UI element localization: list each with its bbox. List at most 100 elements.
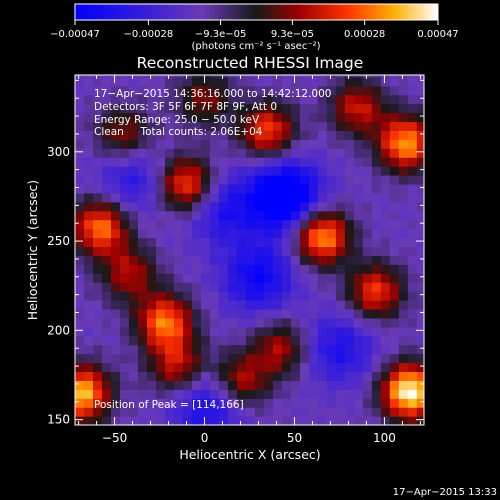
x-tick-label: 0 [201, 431, 209, 445]
heatmap-cell [182, 273, 193, 283]
heatmap-cell [209, 183, 220, 194]
heatmap-cell [263, 264, 274, 274]
heatmap-cell [236, 308, 247, 319]
heatmap-cell [110, 75, 121, 78]
heatmap-cell [200, 166, 211, 176]
heatmap-cell [290, 300, 301, 310]
heatmap-cell [407, 175, 418, 185]
heatmap-cell [398, 255, 409, 265]
heatmap-cell [155, 353, 166, 364]
heatmap-cell [209, 139, 220, 149]
heatmap-cell [353, 246, 364, 256]
heatmap-cell [83, 246, 94, 256]
heatmap-cell [353, 166, 364, 176]
heatmap-cell [83, 353, 94, 364]
heatmap-cell [119, 273, 130, 283]
heatmap-cell [380, 76, 391, 87]
heatmap-cell [236, 103, 247, 114]
heatmap-cell [200, 157, 211, 167]
heatmap-cell [236, 76, 247, 87]
heatmap-cell [83, 76, 94, 87]
heatmap-cell [389, 308, 400, 319]
heatmap-cell [227, 148, 238, 158]
heatmap-cell [218, 148, 229, 158]
heatmap-cell [254, 166, 265, 176]
heatmap-cell [75, 103, 85, 114]
heatmap-cell [308, 291, 319, 301]
heatmap-cell [110, 121, 121, 131]
heatmap-cell [137, 308, 148, 319]
heatmap-cell [218, 76, 229, 87]
heatmap-cell [254, 76, 265, 87]
heatmap-cell [362, 228, 373, 239]
heatmap-cell [245, 85, 256, 96]
heatmap-cell [227, 219, 238, 230]
heatmap-cell [83, 335, 94, 346]
heatmap-cell [371, 371, 382, 381]
heatmap-cell [335, 308, 346, 319]
heatmap-cell [191, 300, 202, 310]
heatmap-cell [101, 121, 112, 131]
heatmap-cell [389, 192, 400, 203]
heatmap-cell [119, 282, 130, 292]
heatmap-cell [362, 76, 373, 87]
heatmap-cell [407, 76, 418, 87]
heatmap-cell [335, 94, 346, 105]
heatmap-cell [75, 416, 85, 425]
heatmap-cell [236, 353, 247, 364]
heatmap-cell [191, 416, 202, 425]
heatmap-cell [245, 416, 256, 425]
heatmap-cell [83, 291, 94, 301]
heatmap-cell [254, 148, 265, 158]
heatmap-cell [173, 192, 184, 203]
heatmap-cell [335, 228, 346, 239]
heatmap-cell [227, 121, 238, 131]
heatmap-cell [416, 389, 424, 399]
heatmap-cell [182, 175, 193, 185]
heatmap-cell [362, 371, 373, 381]
heatmap-cell [155, 362, 166, 373]
heatmap-cell [92, 210, 103, 221]
heatmap-cell [416, 317, 424, 328]
heatmap-cell [200, 362, 211, 373]
heatmap-cell [416, 335, 424, 346]
heatmap-cell [182, 112, 193, 123]
heatmap-cell [218, 416, 229, 425]
heatmap-cell [344, 85, 355, 96]
heatmap-cell [308, 246, 319, 256]
heatmap-cell [83, 192, 94, 203]
heatmap-cell [389, 282, 400, 292]
heatmap-cell [92, 76, 103, 87]
heatmap-cell [83, 362, 94, 373]
heatmap-cell [290, 380, 301, 390]
heatmap-cell [389, 228, 400, 239]
heatmap-cell [281, 380, 292, 390]
heatmap-cell [110, 85, 121, 96]
heatmap-cell [155, 308, 166, 319]
heatmap-cell [137, 192, 148, 203]
heatmap-cell [182, 148, 193, 158]
heatmap-cell [362, 282, 373, 292]
heatmap-cell [218, 255, 229, 265]
heatmap-cell [83, 371, 94, 381]
heatmap-cell [146, 246, 157, 256]
heatmap-cell [92, 300, 103, 310]
y-axis-label: Heliocentric Y (arcsec) [25, 180, 40, 320]
heatmap-cell [407, 398, 418, 408]
heatmap-cell [299, 112, 310, 123]
heatmap-cell [218, 308, 229, 319]
heatmap-cell [407, 416, 418, 425]
heatmap-cell [119, 210, 130, 221]
heatmap-cell [191, 192, 202, 203]
heatmap-cell [371, 76, 382, 87]
heatmap-cell [263, 175, 274, 185]
heatmap-cell [299, 103, 310, 114]
heatmap-cell [173, 308, 184, 319]
heatmap-cell [209, 317, 220, 328]
heatmap-cell [380, 183, 391, 194]
heatmap-cell [101, 291, 112, 301]
heatmap-cell [227, 335, 238, 346]
heatmap-cell [110, 416, 121, 425]
